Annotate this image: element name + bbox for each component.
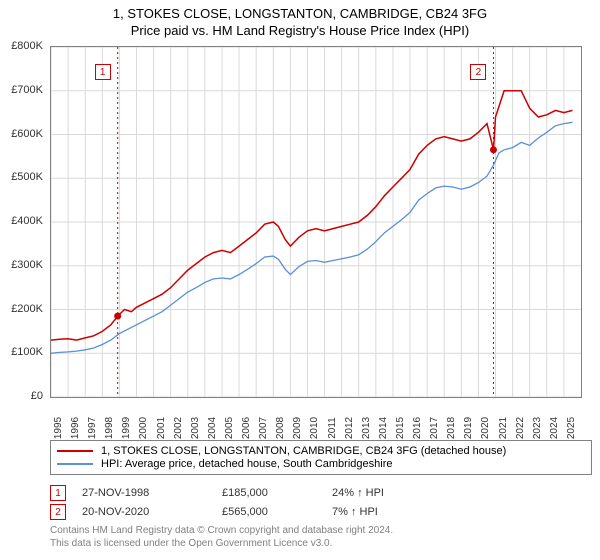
legend-item-2: HPI: Average price, detached house, Sout… xyxy=(57,458,585,470)
x-tick-label: 2003 xyxy=(190,417,201,439)
x-tick-label: 1997 xyxy=(87,417,98,439)
legend-label-1: 1, STOKES CLOSE, LONGSTANTON, CAMBRIDGE,… xyxy=(101,445,506,457)
marker-date-1: 27-NOV-1998 xyxy=(82,487,222,499)
chart-container: 1, STOKES CLOSE, LONGSTANTON, CAMBRIDGE,… xyxy=(0,0,600,560)
chart-marker-badge-1: 1 xyxy=(95,64,111,80)
x-tick-label: 2024 xyxy=(549,417,560,439)
legend-label-2: HPI: Average price, detached house, Sout… xyxy=(101,458,392,470)
x-tick-label: 2006 xyxy=(241,417,252,439)
chart-svg xyxy=(51,47,581,397)
y-tick-label: £200K xyxy=(3,303,43,315)
x-tick-label: 2001 xyxy=(156,417,167,439)
chart-marker-badge-2: 2 xyxy=(470,64,486,80)
legend-swatch-2 xyxy=(57,463,93,465)
x-tick-label: 2019 xyxy=(463,417,474,439)
y-tick-label: £0 xyxy=(3,390,43,402)
x-tick-label: 2008 xyxy=(275,417,286,439)
marker-table: 1 27-NOV-1998 £185,000 24% ↑ HPI 2 20-NO… xyxy=(50,482,442,523)
y-tick-label: £100K xyxy=(3,346,43,358)
x-tick-label: 2023 xyxy=(532,417,543,439)
x-tick-label: 2011 xyxy=(327,417,338,439)
x-tick-label: 2010 xyxy=(309,417,320,439)
title-block: 1, STOKES CLOSE, LONGSTANTON, CAMBRIDGE,… xyxy=(0,0,600,38)
x-tick-label: 2012 xyxy=(344,417,355,439)
y-tick-label: £800K xyxy=(3,40,43,52)
x-tick-label: 1996 xyxy=(70,417,81,439)
x-tick-label: 2004 xyxy=(207,417,218,439)
x-tick-label: 2017 xyxy=(429,417,440,439)
x-tick-label: 1998 xyxy=(104,417,115,439)
x-tick-label: 2022 xyxy=(515,417,526,439)
chart-title-line2: Price paid vs. HM Land Registry's House … xyxy=(0,23,600,38)
x-tick-label: 2009 xyxy=(292,417,303,439)
footer-line-1: Contains HM Land Registry data © Crown c… xyxy=(50,524,393,537)
marker-row-1: 1 27-NOV-1998 £185,000 24% ↑ HPI xyxy=(50,485,442,501)
legend-box: 1, STOKES CLOSE, LONGSTANTON, CAMBRIDGE,… xyxy=(50,440,592,475)
chart-title-line1: 1, STOKES CLOSE, LONGSTANTON, CAMBRIDGE,… xyxy=(0,6,600,21)
x-tick-label: 2015 xyxy=(395,417,406,439)
x-tick-label: 2018 xyxy=(446,417,457,439)
legend-item-1: 1, STOKES CLOSE, LONGSTANTON, CAMBRIDGE,… xyxy=(57,445,585,457)
chart-plot-area xyxy=(50,46,582,398)
x-tick-label: 1995 xyxy=(53,417,64,439)
legend-swatch-1 xyxy=(57,450,93,452)
marker-row-2: 2 20-NOV-2020 £565,000 7% ↑ HPI xyxy=(50,504,442,520)
x-tick-label: 2013 xyxy=(361,417,372,439)
x-tick-label: 2000 xyxy=(138,417,149,439)
y-tick-label: £700K xyxy=(3,84,43,96)
footer-line-2: This data is licensed under the Open Gov… xyxy=(50,537,393,550)
x-tick-label: 2025 xyxy=(566,417,577,439)
x-tick-label: 1999 xyxy=(121,417,132,439)
x-tick-label: 2014 xyxy=(378,417,389,439)
footer-note: Contains HM Land Registry data © Crown c… xyxy=(50,524,393,550)
x-tick-label: 2021 xyxy=(498,417,509,439)
marker-pct-1: 24% ↑ HPI xyxy=(332,487,442,499)
x-tick-label: 2016 xyxy=(412,417,423,439)
x-tick-label: 2002 xyxy=(173,417,184,439)
marker-badge-2: 2 xyxy=(50,504,66,520)
y-tick-label: £500K xyxy=(3,171,43,183)
y-tick-label: £300K xyxy=(3,259,43,271)
marker-badge-1: 1 xyxy=(50,485,66,501)
x-tick-label: 2020 xyxy=(480,417,491,439)
y-tick-label: £600K xyxy=(3,128,43,140)
marker-price-1: £185,000 xyxy=(222,487,332,499)
x-tick-label: 2005 xyxy=(224,417,235,439)
y-tick-label: £400K xyxy=(3,215,43,227)
marker-date-2: 20-NOV-2020 xyxy=(82,506,222,518)
marker-pct-2: 7% ↑ HPI xyxy=(332,506,442,518)
x-tick-label: 2007 xyxy=(258,417,269,439)
marker-price-2: £565,000 xyxy=(222,506,332,518)
